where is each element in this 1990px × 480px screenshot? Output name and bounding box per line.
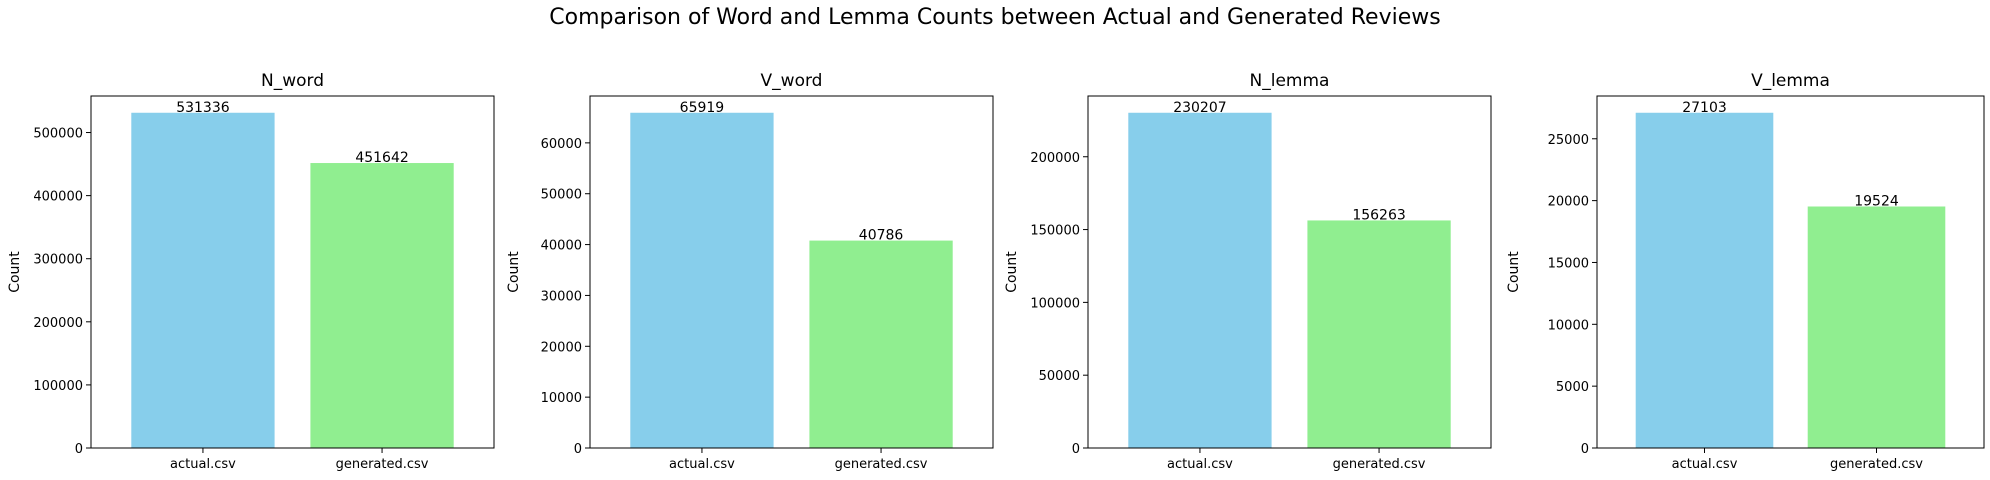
y-tick-label: 400000 bbox=[33, 190, 83, 205]
axes-frame bbox=[1087, 95, 1492, 449]
x-tick-label: generated.csv bbox=[1333, 457, 1426, 472]
y-tick-label: 30000 bbox=[541, 289, 582, 304]
subplot-v-word: 65919 actual.csv 40786 generated.csv 0 10000 2… bbox=[506, 71, 994, 472]
subplot-n-word: 531336 actual.csv 451642 generated.csv 0 1000… bbox=[7, 71, 495, 472]
axes-frame bbox=[90, 95, 495, 449]
bar bbox=[1307, 220, 1451, 448]
subplot-n-lemma: 230207 actual.csv 156263 generated.csv 0 5000… bbox=[1004, 71, 1492, 472]
axes-frame bbox=[1596, 95, 1985, 449]
y-tick-label: 50000 bbox=[541, 188, 582, 203]
y-tick-label: 10000 bbox=[541, 391, 582, 406]
y-axis-label: Count bbox=[7, 251, 23, 293]
x-tick-label: actual.csv bbox=[1672, 457, 1738, 472]
axes-frame bbox=[589, 95, 994, 449]
x-tick-label: generated.csv bbox=[835, 457, 928, 472]
y-tick-label: 5000 bbox=[1556, 380, 1589, 395]
y-tick-label: 60000 bbox=[541, 137, 582, 152]
bar bbox=[1807, 206, 1946, 448]
y-axis-label: Count bbox=[1506, 251, 1522, 293]
y-tick-label: 25000 bbox=[1548, 133, 1589, 148]
bar bbox=[809, 240, 953, 448]
subplot-title: V_word bbox=[761, 71, 823, 91]
subplot-title: N_word bbox=[261, 71, 324, 91]
y-tick-label: 500000 bbox=[33, 127, 83, 142]
y-tick-label: 0 bbox=[1072, 442, 1080, 457]
x-tick-label: generated.csv bbox=[1830, 457, 1923, 472]
y-tick-label: 20000 bbox=[1548, 195, 1589, 210]
bar bbox=[131, 112, 275, 448]
y-axis-label: Count bbox=[1004, 251, 1020, 293]
data-label: 156263 bbox=[1352, 207, 1405, 223]
y-tick-label: 300000 bbox=[33, 253, 83, 268]
data-label: 19524 bbox=[1854, 194, 1899, 210]
y-axis-label: Count bbox=[506, 251, 522, 293]
data-label: 230207 bbox=[1173, 100, 1226, 116]
y-tick-label: 150000 bbox=[1030, 224, 1080, 239]
x-tick-label: actual.csv bbox=[669, 457, 735, 472]
y-tick-label: 200000 bbox=[1030, 151, 1080, 166]
bar bbox=[310, 163, 454, 448]
x-tick-label: generated.csv bbox=[336, 457, 429, 472]
y-tick-label: 40000 bbox=[541, 239, 582, 254]
y-tick-label: 10000 bbox=[1548, 318, 1589, 333]
y-tick-label: 15000 bbox=[1548, 256, 1589, 271]
figure-title: Comparison of Word and Lemma Counts betw… bbox=[549, 5, 1441, 30]
y-tick-label: 0 bbox=[1581, 442, 1589, 457]
y-tick-label: 0 bbox=[75, 442, 83, 457]
data-label: 27103 bbox=[1682, 100, 1727, 116]
x-tick-label: actual.csv bbox=[1167, 457, 1233, 472]
subplot-title: V_lemma bbox=[1751, 71, 1830, 91]
data-label: 451642 bbox=[355, 150, 408, 166]
y-tick-label: 0 bbox=[574, 442, 582, 457]
y-tick-label: 100000 bbox=[33, 379, 83, 394]
y-tick-label: 50000 bbox=[1039, 369, 1080, 384]
subplot-v-lemma: 27103 actual.csv 19524 generated.csv 0 5000 10… bbox=[1506, 71, 1985, 472]
bar bbox=[1635, 112, 1774, 449]
subplot-title: N_lemma bbox=[1250, 71, 1330, 91]
data-label: 531336 bbox=[176, 100, 230, 116]
bar bbox=[630, 112, 774, 448]
y-tick-label: 20000 bbox=[541, 340, 582, 355]
y-tick-label: 200000 bbox=[33, 316, 83, 331]
y-tick-label: 100000 bbox=[1030, 296, 1080, 311]
data-label: 40786 bbox=[859, 228, 904, 244]
data-label: 65919 bbox=[680, 100, 725, 116]
x-tick-label: actual.csv bbox=[170, 457, 236, 472]
bar bbox=[1128, 112, 1272, 449]
